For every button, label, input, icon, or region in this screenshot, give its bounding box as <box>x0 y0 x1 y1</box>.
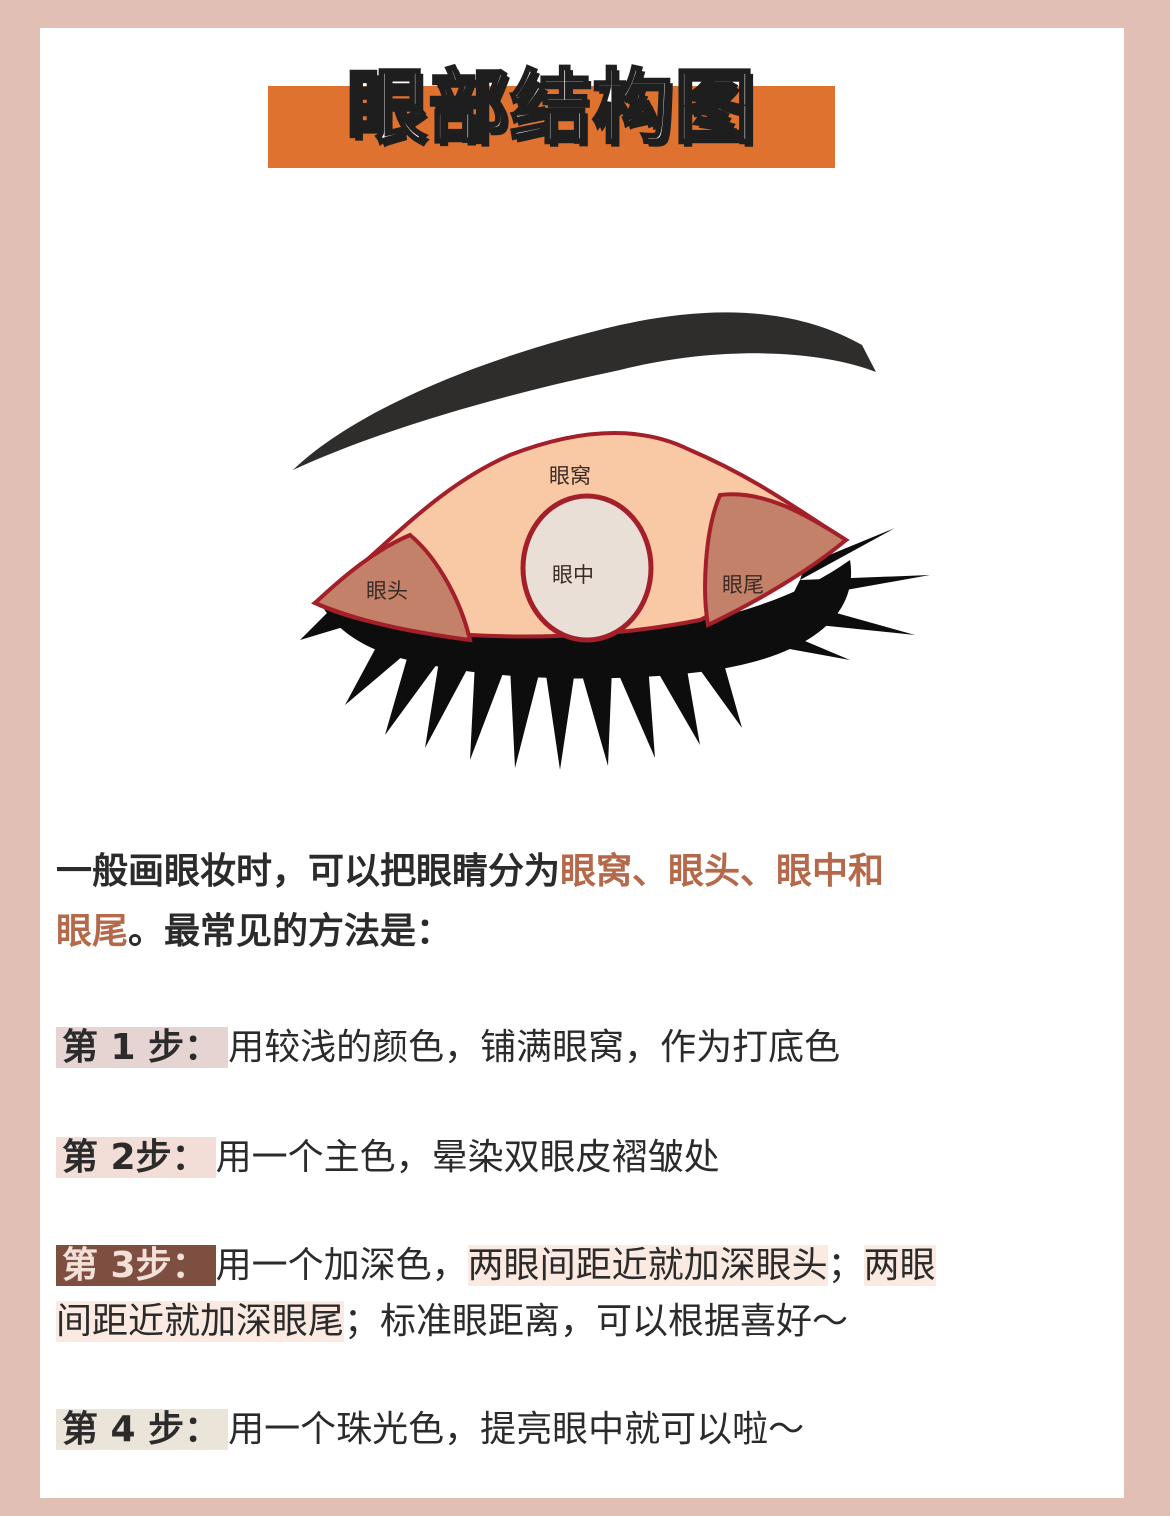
title-band <box>268 86 835 168</box>
step-4-label: 第 4 步： <box>56 1409 229 1450</box>
eye-diagram: 眼窝 眼中 眼头 眼尾 <box>293 312 930 770</box>
step-1-label: 第 1 步： <box>56 1027 229 1068</box>
step-1: 第 1 步： 用较浅的颜色，铺满眼窝，作为打底色 <box>56 1020 1046 1076</box>
step-4: 第 4 步： 用一个珠光色，提亮眼中就可以啦～ <box>56 1402 1046 1458</box>
step-2-label: 第 2步： <box>56 1137 216 1178</box>
intro-suffix: 。最常见的方法是： <box>128 911 453 952</box>
label-middle: 眼中 <box>552 563 594 587</box>
step-3-text-b: ；标准眼距离，可以根据喜好～ <box>344 1301 849 1342</box>
step-1-text: 用较浅的颜色，铺满眼窝，作为打底色 <box>228 1027 841 1068</box>
intro-paragraph: 一般画眼妆时，可以把眼睛分为眼窝、眼头、眼中和眼尾。最常见的方法是： <box>56 842 1046 962</box>
label-outer: 眼尾 <box>722 573 764 597</box>
page-title: 眼部结构图 <box>345 60 757 156</box>
outer-corner-area <box>703 492 850 628</box>
step-2: 第 2步： 用一个主色，晕染双眼皮褶皱处 <box>56 1130 1046 1186</box>
step-3-text-a: 用一个加深色， <box>215 1245 468 1286</box>
intro-highlight-a: 眼窝、眼头、眼中和 <box>560 851 885 892</box>
step-2-text: 用一个主色，晕染双眼皮褶皱处 <box>215 1137 720 1178</box>
intro-highlight-b: 眼尾 <box>56 911 129 952</box>
step-3: 第 3步： 用一个加深色，两眼间距近就加深眼头；两眼间距近就加深眼尾；标准眼距离，… <box>56 1238 1046 1350</box>
eye-middle-area <box>520 493 654 643</box>
eyebrow-shape <box>293 312 876 470</box>
eyelashes <box>300 528 930 770</box>
step-4-text: 用一个珠光色，提亮眼中就可以啦～ <box>228 1409 805 1450</box>
intro-prefix: 一般画眼妆时，可以把眼睛分为 <box>56 851 561 892</box>
label-socket: 眼窝 <box>549 464 591 488</box>
step-3-highlight-b2: 间距近就加深眼尾 <box>56 1301 345 1342</box>
step-3-highlight-b1: 两眼 <box>863 1245 936 1286</box>
step-3-label: 第 3步： <box>56 1245 216 1286</box>
step-3-highlight-a: 两眼间距近就加深眼头 <box>467 1245 828 1286</box>
inner-corner-area <box>311 532 473 643</box>
label-inner: 眼头 <box>366 579 408 603</box>
step-3-separator: ； <box>827 1245 864 1286</box>
